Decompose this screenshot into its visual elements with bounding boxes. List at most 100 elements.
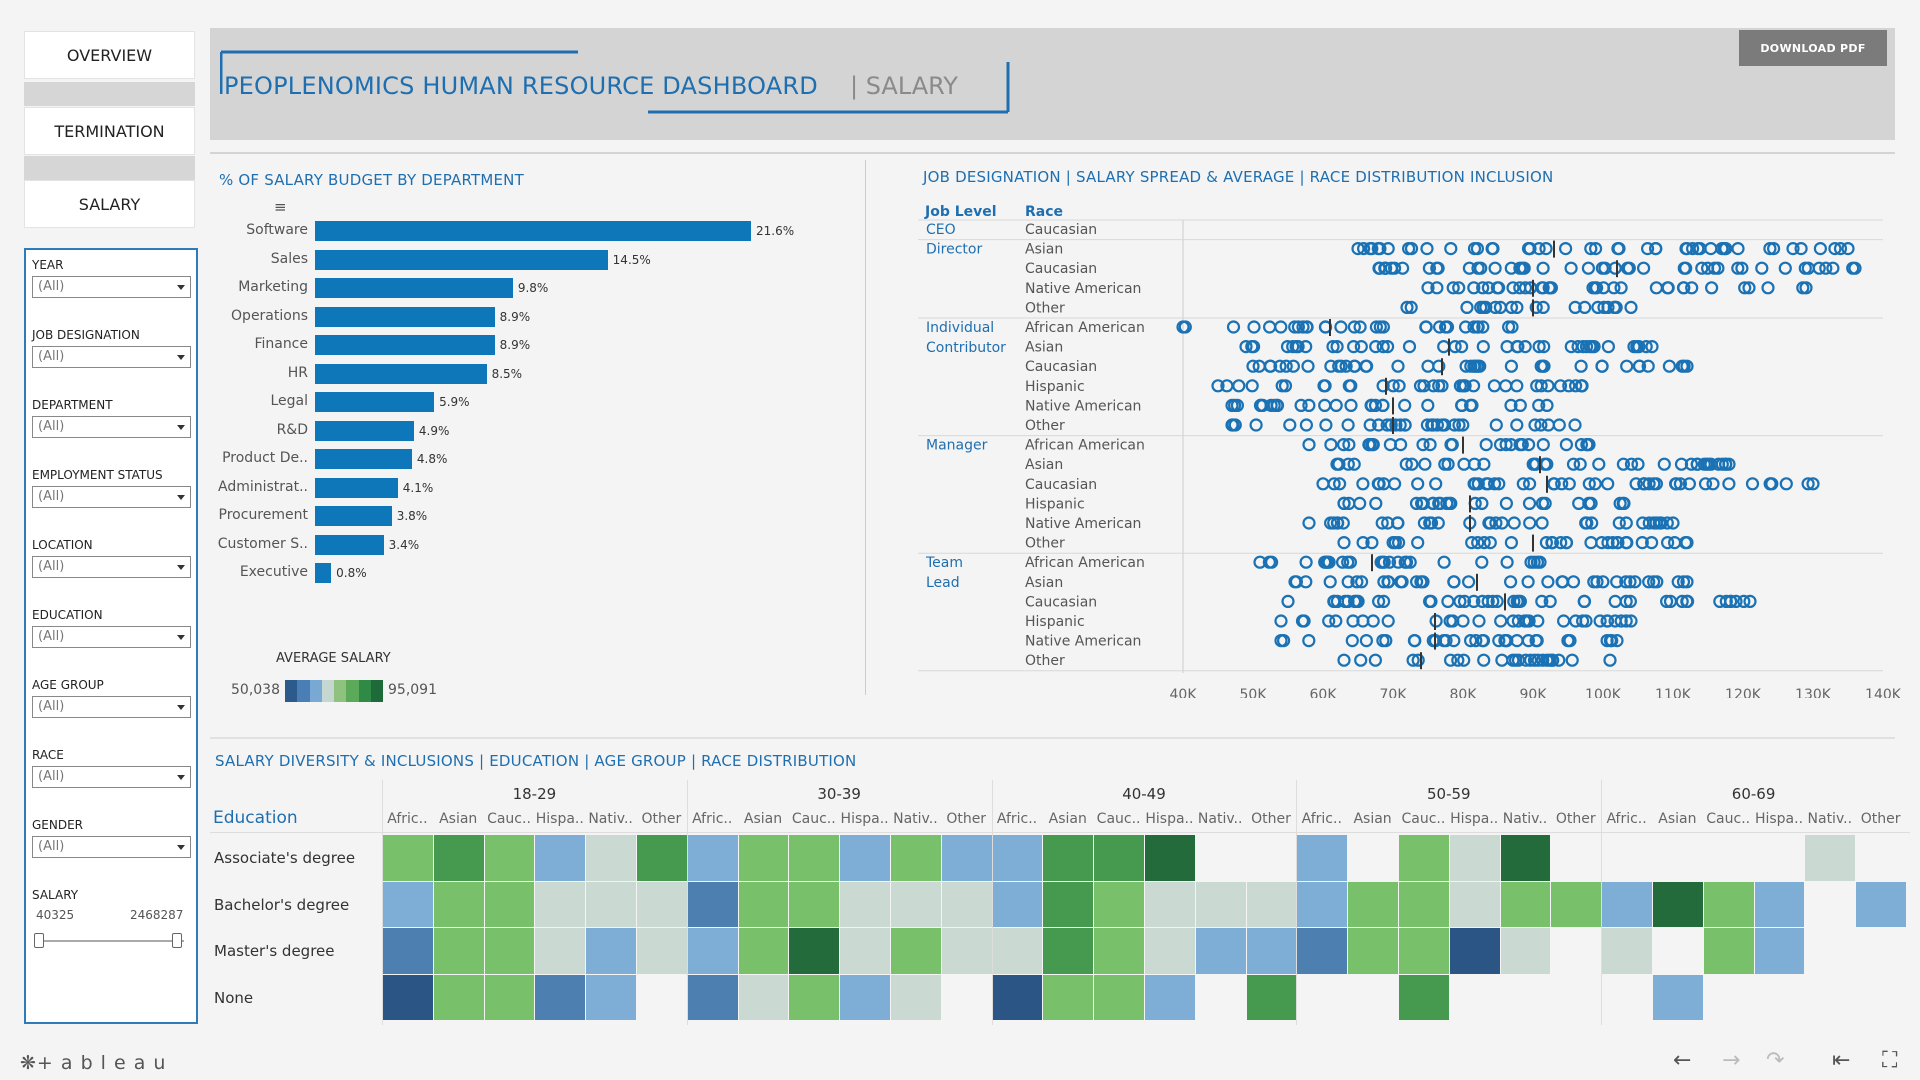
- heatmap-cell[interactable]: [1094, 835, 1144, 881]
- heatmap-cell[interactable]: [992, 881, 1043, 927]
- heatmap-cell[interactable]: [1246, 974, 1297, 1020]
- heatmap-cell[interactable]: [484, 928, 535, 974]
- heatmap-cell[interactable]: [535, 881, 586, 927]
- heatmap-cell[interactable]: [383, 835, 433, 881]
- bar[interactable]: [315, 335, 495, 355]
- heatmap-cell[interactable]: [1754, 881, 1805, 927]
- nav-overview[interactable]: OVERVIEW: [24, 31, 195, 79]
- heatmap-cell[interactable]: [1145, 974, 1195, 1020]
- heatmap-cell[interactable]: [1348, 928, 1398, 974]
- nav-termination[interactable]: TERMINATION: [24, 107, 195, 155]
- bar[interactable]: [315, 563, 332, 583]
- heatmap-cell[interactable]: [1602, 881, 1652, 927]
- heatmap-cell[interactable]: [738, 881, 789, 927]
- heatmap-cell[interactable]: [1602, 928, 1652, 974]
- heatmap-cell[interactable]: [687, 928, 738, 974]
- bar[interactable]: [315, 221, 751, 241]
- heatmap-cell[interactable]: [586, 835, 636, 881]
- heatmap-cell[interactable]: [586, 881, 636, 927]
- heatmap-cell[interactable]: [433, 835, 484, 881]
- bar[interactable]: [315, 278, 513, 298]
- heatmap-cell[interactable]: [992, 928, 1043, 974]
- tableau-logo[interactable]: ❋+ a b l e a u: [20, 1052, 167, 1074]
- heatmap-cell[interactable]: [840, 928, 890, 974]
- heatmap-cell[interactable]: [1094, 974, 1144, 1020]
- heatmap-cell[interactable]: [891, 974, 941, 1020]
- heatmap-cell[interactable]: [1856, 881, 1906, 927]
- heatmap-cell[interactable]: [687, 881, 738, 927]
- salary-slider-max-handle[interactable]: [172, 933, 182, 948]
- heatmap-cell[interactable]: [1145, 881, 1195, 927]
- heatmap-cell[interactable]: [433, 928, 484, 974]
- heatmap-cell[interactable]: [1145, 928, 1195, 974]
- heatmap-cell[interactable]: [1094, 928, 1144, 974]
- heatmap-cell[interactable]: [1195, 881, 1246, 927]
- heatmap-cell[interactable]: [1703, 881, 1754, 927]
- heatmap-cell[interactable]: [484, 835, 535, 881]
- heatmap-cell[interactable]: [637, 928, 687, 974]
- heatmap-cell[interactable]: [433, 974, 484, 1020]
- heatmap-cell[interactable]: [1043, 881, 1094, 927]
- salary-slider-min-handle[interactable]: [34, 933, 44, 948]
- heatmap-cell[interactable]: [789, 974, 840, 1020]
- heatmap-cell[interactable]: [992, 835, 1043, 881]
- heatmap-cell[interactable]: [637, 881, 687, 927]
- heatmap-cell[interactable]: [941, 928, 992, 974]
- filter-dropdown[interactable]: (All): [32, 346, 191, 368]
- bar[interactable]: [315, 420, 414, 441]
- filter-dropdown[interactable]: (All): [32, 276, 191, 298]
- bar[interactable]: [315, 306, 495, 327]
- heatmap-cell[interactable]: [891, 928, 941, 974]
- heatmap-cell[interactable]: [738, 974, 789, 1020]
- sort-icon[interactable]: ≡: [274, 198, 287, 216]
- heatmap-cell[interactable]: [1754, 928, 1805, 974]
- filter-dropdown[interactable]: (All): [32, 836, 191, 858]
- heatmap-cell[interactable]: [535, 974, 586, 1020]
- heatmap-cell[interactable]: [1043, 835, 1094, 881]
- heatmap-cell[interactable]: [586, 928, 636, 974]
- heatmap-cell[interactable]: [586, 974, 636, 1020]
- heatmap-cell[interactable]: [1348, 881, 1398, 927]
- heatmap-cell[interactable]: [1195, 928, 1246, 974]
- bar[interactable]: [315, 363, 487, 384]
- heatmap-cell[interactable]: [738, 928, 789, 974]
- heatmap-cell[interactable]: [535, 928, 586, 974]
- heatmap-cell[interactable]: [484, 881, 535, 927]
- heatmap-cell[interactable]: [1449, 835, 1500, 881]
- heatmap-cell[interactable]: [840, 881, 890, 927]
- heatmap-cell[interactable]: [433, 881, 484, 927]
- heatmap-cell[interactable]: [1449, 881, 1500, 927]
- heatmap-cell[interactable]: [1399, 881, 1449, 927]
- heatmap-cell[interactable]: [1297, 928, 1348, 974]
- heatmap-cell[interactable]: [1500, 881, 1551, 927]
- heatmap-cell[interactable]: [1500, 835, 1551, 881]
- heatmap-cell[interactable]: [535, 835, 586, 881]
- heatmap-cell[interactable]: [941, 835, 992, 881]
- heatmap-cell[interactable]: [1703, 928, 1754, 974]
- reset-icon[interactable]: ⇤: [1832, 1048, 1851, 1073]
- filter-dropdown[interactable]: (All): [32, 486, 191, 508]
- heatmap-cell[interactable]: [1043, 928, 1094, 974]
- heatmap-cell[interactable]: [738, 835, 789, 881]
- heatmap-cell[interactable]: [1805, 835, 1856, 881]
- heatmap-cell[interactable]: [383, 928, 433, 974]
- heatmap-cell[interactable]: [840, 835, 890, 881]
- heatmap-cell[interactable]: [789, 835, 840, 881]
- heatmap-cell[interactable]: [789, 928, 840, 974]
- filter-dropdown[interactable]: (All): [32, 696, 191, 718]
- bar[interactable]: [315, 449, 412, 469]
- heatmap-cell[interactable]: [1653, 974, 1703, 1020]
- fullscreen-icon[interactable]: ⛶: [1882, 1048, 1898, 1073]
- heatmap-cell[interactable]: [1399, 928, 1449, 974]
- heatmap-cell[interactable]: [840, 974, 890, 1020]
- bar[interactable]: [315, 506, 392, 526]
- heatmap-cell[interactable]: [383, 881, 433, 927]
- heatmap-cell[interactable]: [1246, 881, 1297, 927]
- heatmap-cell[interactable]: [1449, 928, 1500, 974]
- heatmap-cell[interactable]: [1653, 881, 1703, 927]
- heatmap-cell[interactable]: [1297, 881, 1348, 927]
- heatmap-cell[interactable]: [383, 974, 433, 1020]
- heatmap-cell[interactable]: [1094, 881, 1144, 927]
- salary-slider-track[interactable]: [38, 940, 184, 942]
- heatmap-cell[interactable]: [1399, 835, 1449, 881]
